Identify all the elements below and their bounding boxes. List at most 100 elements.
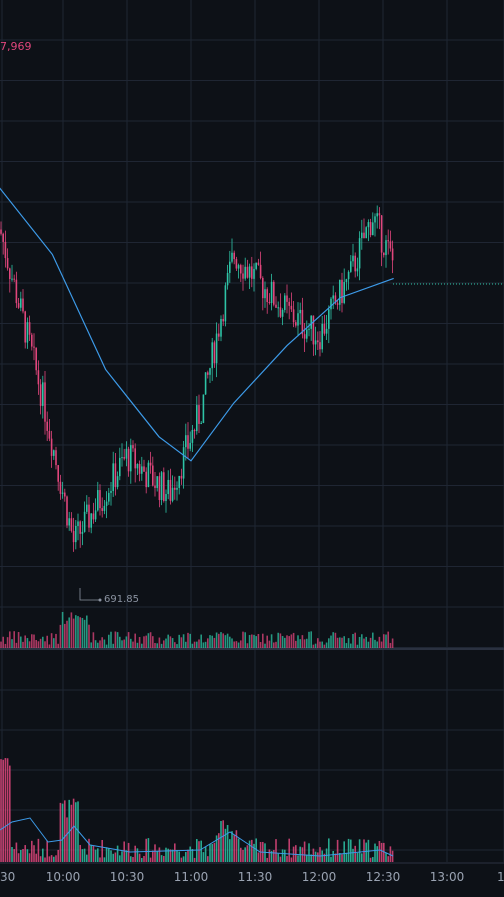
volume-bar — [185, 641, 187, 648]
candle-body — [147, 462, 150, 488]
indicator-bar — [286, 856, 288, 862]
volume-bar — [259, 642, 262, 648]
candle-body — [123, 457, 125, 459]
volume-bar — [246, 643, 249, 648]
volume-bar — [218, 633, 220, 648]
indicator-bar — [363, 839, 365, 862]
volume-bar — [169, 636, 172, 648]
candle-body — [108, 492, 110, 502]
volume-bar — [125, 636, 128, 648]
indicator-bar — [134, 845, 136, 862]
candle-body — [35, 347, 37, 371]
candle-body — [292, 309, 295, 323]
indicator-bar — [28, 853, 31, 862]
indicator-bar — [277, 853, 279, 862]
indicator-bar — [246, 845, 249, 862]
indicator-bar — [378, 841, 381, 862]
volume-bar — [244, 632, 246, 648]
candle-body — [165, 494, 167, 501]
volume-bar — [112, 643, 114, 648]
volume-bar — [50, 633, 53, 648]
candle-body — [94, 510, 97, 520]
candle-body — [262, 277, 264, 299]
indicator-bar — [72, 798, 75, 862]
candle-body — [253, 268, 255, 279]
candle-body — [141, 466, 143, 474]
volume-bar — [116, 632, 119, 648]
indicator-bar — [88, 838, 90, 862]
candle-body — [171, 487, 174, 501]
indicator-bar — [174, 843, 176, 862]
volume-bar — [44, 641, 46, 648]
candle-body — [88, 504, 90, 528]
indicator-bar — [253, 843, 255, 862]
candle-body — [154, 485, 156, 488]
candle-body — [295, 322, 297, 326]
indicator-bar — [365, 842, 367, 862]
indicator-bar — [182, 856, 185, 862]
candle-body — [193, 429, 196, 432]
candle-body — [2, 233, 4, 242]
candle-body — [218, 333, 220, 337]
volume-bar — [310, 631, 312, 648]
candle-body — [196, 405, 198, 432]
indicator-bar — [167, 848, 169, 862]
volume-bar — [4, 643, 7, 648]
volume-bar — [174, 642, 176, 648]
candle-body — [31, 334, 33, 347]
indicator-bar — [143, 856, 145, 862]
candle-body — [136, 464, 139, 469]
indicator-bar — [37, 838, 40, 862]
indicator-bar — [9, 765, 11, 862]
volume-bar — [92, 632, 95, 648]
volume-bar — [189, 633, 191, 648]
indicator-bar — [6, 758, 9, 862]
candle-body — [77, 521, 79, 526]
indicator-bar — [99, 857, 101, 862]
candle-body — [246, 266, 249, 278]
candle-body — [211, 342, 213, 369]
candle-body — [259, 264, 262, 278]
candle-body — [180, 475, 183, 479]
indicator-bar — [268, 849, 271, 862]
candle-body — [125, 448, 128, 459]
indicator-bar — [347, 838, 350, 862]
volume-bar — [187, 632, 189, 648]
indicator-bar — [26, 849, 29, 862]
indicator-bar — [75, 802, 77, 862]
indicator-bar — [361, 853, 363, 862]
indicator-bar — [0, 759, 2, 862]
time-tick-label: 13:00 — [429, 870, 465, 884]
indicator-bar — [237, 838, 240, 862]
volume-bar — [99, 640, 101, 648]
indicator-bar — [141, 857, 143, 862]
volume-bar — [233, 641, 235, 648]
volume-bar — [226, 633, 229, 648]
candle-body — [72, 530, 75, 543]
candle-body — [130, 445, 132, 472]
candle-body — [33, 346, 35, 348]
indicator-bar — [20, 849, 22, 862]
candle-body — [103, 505, 106, 511]
candle-body — [187, 435, 189, 449]
candle-body — [334, 295, 337, 304]
volume-bar — [130, 638, 132, 648]
volume-bar — [28, 641, 31, 648]
candle-body — [134, 448, 136, 469]
volume-bar — [193, 641, 196, 648]
volume-bar — [361, 634, 363, 648]
time-axis[interactable]: 30 10:00 10:30 11:00 11:30 12:00 12:30 1… — [0, 863, 504, 893]
candle-body — [92, 513, 95, 520]
volume-bar — [64, 623, 66, 648]
volume-bar — [273, 642, 275, 648]
indicator-bar — [90, 844, 92, 862]
volume-bar — [317, 638, 319, 648]
indicator-bar — [202, 852, 205, 862]
indicator-bar — [255, 838, 257, 862]
indicator-bar — [160, 855, 163, 862]
volume-bar — [103, 639, 106, 648]
candle-body — [266, 289, 268, 303]
indicator-bar — [343, 841, 345, 862]
